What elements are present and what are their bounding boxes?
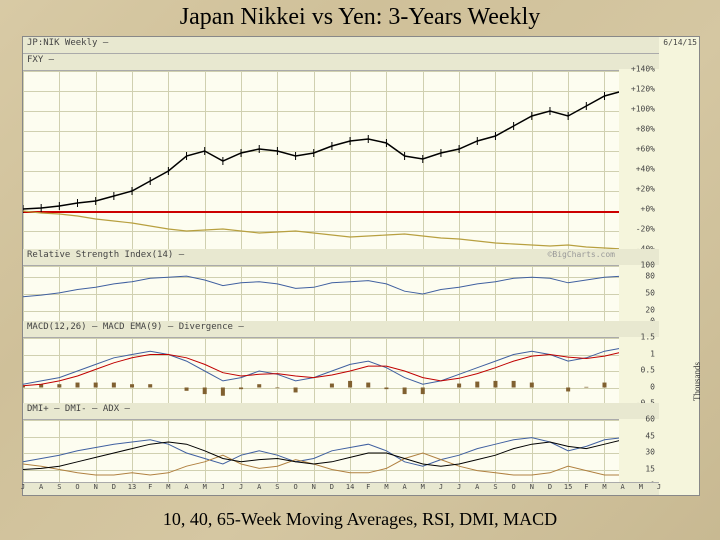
rsi-plot <box>23 266 659 322</box>
macd-panel: MACD(12,26) — MACD EMA(9) — Divergence —… <box>23 321 659 404</box>
thousands-label: Thousands <box>692 362 702 401</box>
slide: Japan Nikkei vs Yen: 3-Years Weekly JP:N… <box>0 0 720 540</box>
price-plot <box>23 71 659 251</box>
macd-header: MACD(12,26) — MACD EMA(9) — Divergence — <box>23 321 659 338</box>
price-panel: JP:NIK Weekly —FXY —6/14/15+140%+120%+10… <box>23 37 659 250</box>
chart-date: 6/14/15 <box>663 38 697 47</box>
watermark: ©BigCharts.com <box>548 250 615 259</box>
price-header: JP:NIK Weekly — <box>23 37 659 54</box>
fxy-header: FXY — <box>23 54 659 71</box>
macd-plot <box>23 338 659 404</box>
rsi-panel: Relative Strength Index(14) —©BigCharts.… <box>23 249 659 322</box>
slide-subtitle: 10, 40, 65-Week Moving Averages, RSI, DM… <box>0 509 720 530</box>
dmi-plot <box>23 420 659 486</box>
x-axis-dates: JASOND13FMAMJJASOND14FMAMJJASOND15FMAMJ <box>23 482 659 495</box>
dmi-panel: DMI+ — DMI- — ADX —015304560 <box>23 403 659 486</box>
chart-container: JP:NIK Weekly —FXY —6/14/15+140%+120%+10… <box>22 36 700 496</box>
slide-title: Japan Nikkei vs Yen: 3-Years Weekly <box>0 4 720 31</box>
dmi-header: DMI+ — DMI- — ADX — <box>23 403 659 420</box>
